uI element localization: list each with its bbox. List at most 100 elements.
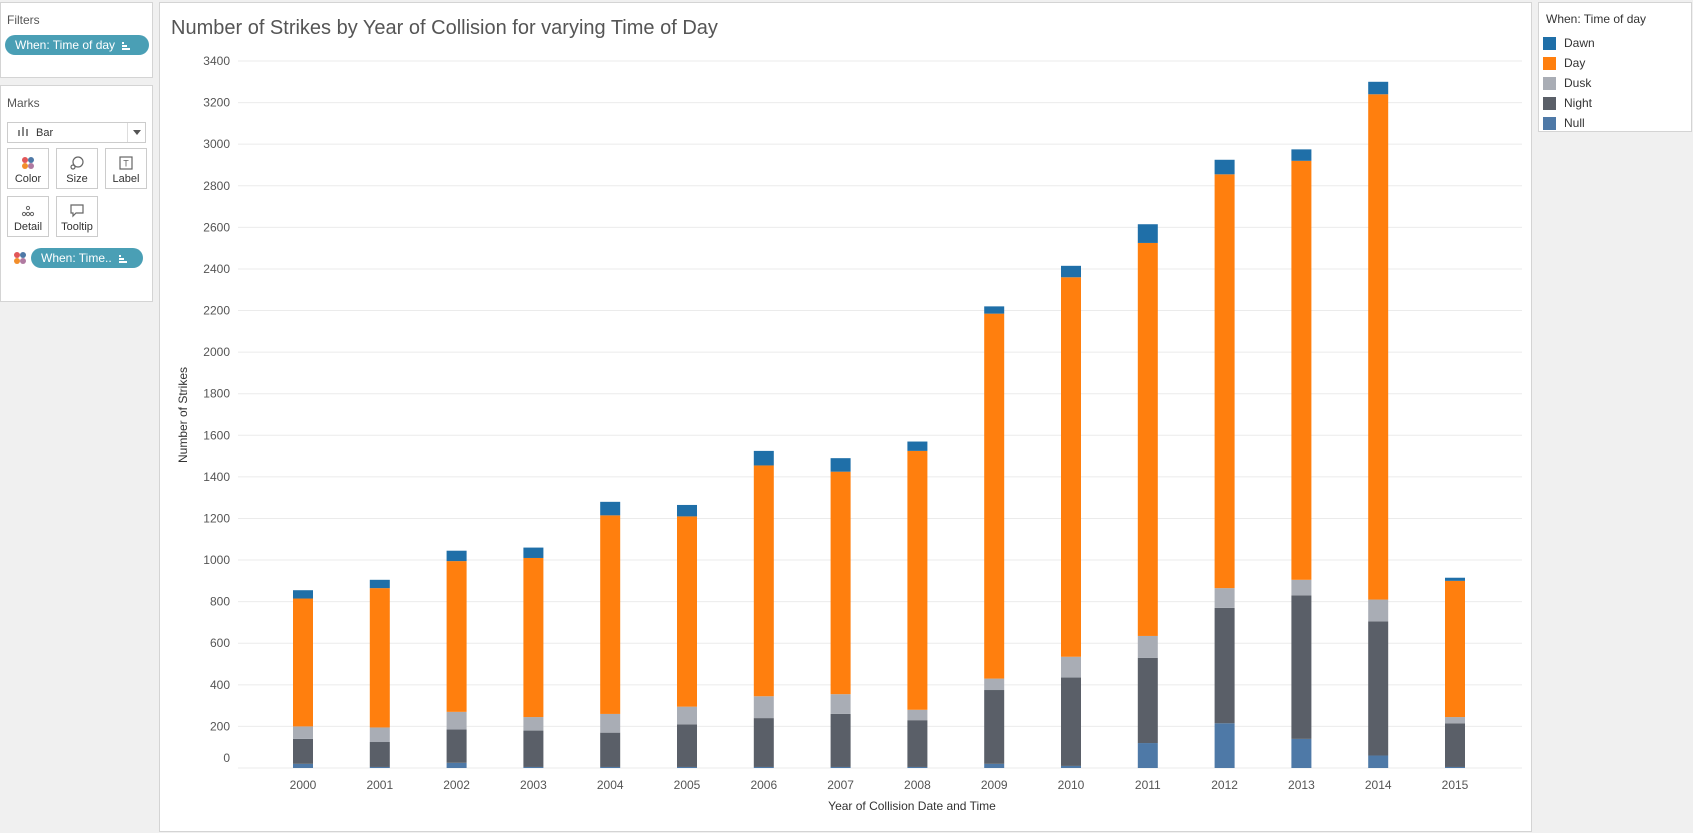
bar-segment-dawn-2008[interactable]: [907, 441, 928, 451]
bar-segment-dusk-2000[interactable]: [293, 726, 313, 739]
bar-segment-day-2001[interactable]: [369, 588, 390, 728]
bar-segment-null-2008[interactable]: [907, 766, 928, 768]
bar-segment-dusk-2011[interactable]: [1137, 635, 1158, 658]
bar-segment-night-2007[interactable]: [830, 713, 851, 767]
bar-segment-null-2003[interactable]: [523, 766, 544, 768]
bar-segment-night-2000[interactable]: [293, 738, 313, 764]
bar-segment-null-2013[interactable]: [1291, 738, 1312, 768]
bar-segment-dusk-2008[interactable]: [907, 709, 928, 721]
bar-chart-icon: [18, 126, 28, 139]
detail-button[interactable]: Detail: [7, 196, 49, 237]
bar-segment-day-2000[interactable]: [293, 598, 313, 727]
bar-segment-day-2004[interactable]: [600, 515, 621, 714]
bar-segment-dawn-2011[interactable]: [1137, 224, 1158, 243]
bar-segment-dusk-2015[interactable]: [1445, 717, 1465, 724]
bar-segment-dawn-2010[interactable]: [1061, 265, 1081, 278]
bar-segment-dawn-2002[interactable]: [446, 550, 467, 562]
bar-segment-null-2007[interactable]: [830, 766, 851, 768]
bar-segment-day-2005[interactable]: [677, 516, 697, 707]
chevron-down-icon[interactable]: [127, 123, 145, 142]
bar-segment-dusk-2003[interactable]: [523, 717, 544, 731]
bar-segment-day-2007[interactable]: [830, 471, 851, 695]
bar-segment-night-2015[interactable]: [1445, 723, 1465, 767]
svg-text:T: T: [123, 159, 129, 169]
y-tick-label: 2800: [203, 179, 230, 193]
bar-segment-null-2011[interactable]: [1137, 743, 1158, 768]
bar-segment-null-2009[interactable]: [984, 763, 1005, 768]
bar-segment-night-2011[interactable]: [1137, 657, 1158, 744]
color-button[interactable]: Color: [7, 148, 49, 189]
bar-segment-day-2006[interactable]: [753, 465, 774, 697]
legend-item-null[interactable]: Null: [1543, 115, 1585, 131]
bar-segment-day-2011[interactable]: [1137, 242, 1158, 636]
bar-segment-night-2004[interactable]: [600, 732, 621, 767]
legend-item-day[interactable]: Day: [1543, 55, 1585, 71]
bar-segment-night-2001[interactable]: [369, 742, 390, 767]
bar-segment-dawn-2009[interactable]: [984, 306, 1005, 314]
bar-segment-dusk-2014[interactable]: [1368, 599, 1389, 622]
bar-segment-night-2005[interactable]: [677, 724, 697, 767]
bar-segment-null-2000[interactable]: [293, 763, 313, 768]
bar-segment-dusk-2010[interactable]: [1061, 656, 1081, 678]
legend-swatch: [1543, 56, 1556, 70]
bar-segment-dawn-2015[interactable]: [1445, 577, 1465, 581]
bar-segment-night-2010[interactable]: [1061, 677, 1081, 766]
bar-segment-dawn-2013[interactable]: [1291, 149, 1312, 161]
bar-segment-null-2012[interactable]: [1214, 723, 1235, 768]
color-pill-time-of-day[interactable]: When: Time..: [31, 248, 143, 268]
bar-segment-dusk-2006[interactable]: [753, 696, 774, 719]
bar-segment-night-2009[interactable]: [984, 690, 1005, 764]
bar-segment-dawn-2014[interactable]: [1368, 81, 1389, 95]
bar-segment-day-2013[interactable]: [1291, 160, 1312, 580]
bar-segment-day-2008[interactable]: [907, 450, 928, 710]
bar-segment-night-2013[interactable]: [1291, 595, 1312, 739]
bar-segment-night-2003[interactable]: [523, 730, 544, 767]
bar-segment-null-2004[interactable]: [600, 766, 621, 768]
legend-item-dusk[interactable]: Dusk: [1543, 75, 1591, 91]
bar-segment-null-2001[interactable]: [369, 766, 390, 768]
bar-segment-day-2014[interactable]: [1368, 94, 1389, 600]
label-button[interactable]: T Label: [105, 148, 147, 189]
legend-item-night[interactable]: Night: [1543, 95, 1592, 111]
bar-segment-dusk-2009[interactable]: [984, 678, 1005, 691]
bar-segment-dusk-2002[interactable]: [446, 711, 467, 730]
bar-segment-dusk-2007[interactable]: [830, 694, 851, 714]
bar-segment-dusk-2012[interactable]: [1214, 588, 1235, 608]
y-tick-label: 2200: [203, 304, 230, 318]
bar-segment-null-2015[interactable]: [1445, 766, 1465, 768]
bar-segment-dawn-2006[interactable]: [753, 450, 774, 466]
legend-item-dawn[interactable]: Dawn: [1543, 35, 1595, 51]
bar-segment-night-2014[interactable]: [1368, 621, 1389, 756]
filter-pill-time-of-day[interactable]: When: Time of day: [5, 35, 149, 55]
bar-segment-day-2002[interactable]: [446, 561, 467, 712]
bar-segment-dusk-2005[interactable]: [677, 706, 697, 725]
bar-segment-night-2006[interactable]: [753, 718, 774, 767]
bar-segment-null-2010[interactable]: [1061, 765, 1081, 768]
bar-segment-dusk-2004[interactable]: [600, 713, 621, 733]
bar-segment-dusk-2001[interactable]: [369, 727, 390, 743]
bar-segment-dawn-2001[interactable]: [369, 579, 390, 589]
bar-segment-day-2009[interactable]: [984, 313, 1005, 679]
size-button[interactable]: Size: [56, 148, 98, 189]
bar-segment-dawn-2003[interactable]: [523, 547, 544, 558]
mark-type-dropdown[interactable]: Bar: [7, 122, 146, 143]
bar-segment-night-2012[interactable]: [1214, 607, 1235, 724]
bar-segment-null-2005[interactable]: [677, 766, 697, 768]
bar-segment-dusk-2013[interactable]: [1291, 579, 1312, 596]
bar-segment-night-2008[interactable]: [907, 720, 928, 767]
bar-segment-dawn-2012[interactable]: [1214, 159, 1235, 175]
bar-segment-day-2003[interactable]: [523, 557, 544, 718]
bar-segment-day-2010[interactable]: [1061, 277, 1081, 657]
tooltip-button[interactable]: Tooltip: [56, 196, 98, 237]
bar-segment-night-2002[interactable]: [446, 729, 467, 763]
x-tick-label: 2011: [1135, 778, 1161, 792]
bar-segment-day-2012[interactable]: [1214, 174, 1235, 589]
bar-segment-dawn-2004[interactable]: [600, 501, 621, 516]
bar-segment-null-2006[interactable]: [753, 766, 774, 768]
bar-segment-day-2015[interactable]: [1445, 580, 1465, 718]
bar-segment-dawn-2000[interactable]: [293, 590, 313, 599]
bar-segment-dawn-2007[interactable]: [830, 458, 851, 472]
bar-segment-null-2014[interactable]: [1368, 755, 1389, 768]
bar-segment-dawn-2005[interactable]: [677, 504, 697, 517]
bar-segment-null-2002[interactable]: [446, 762, 467, 768]
